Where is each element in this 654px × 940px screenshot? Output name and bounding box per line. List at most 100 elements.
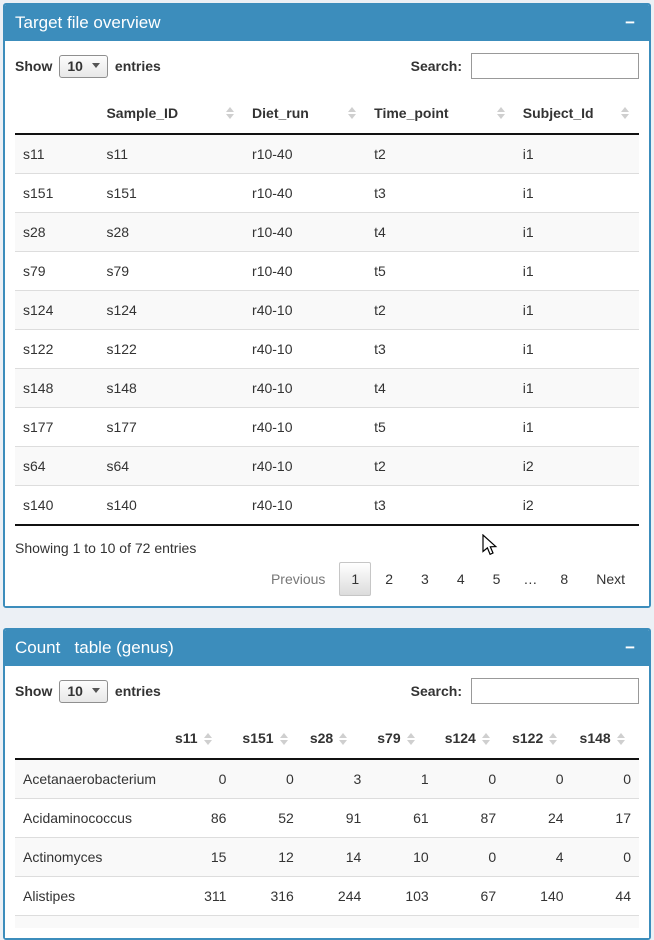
sort-icon bbox=[496, 107, 505, 119]
data-cell: 61 bbox=[369, 798, 437, 838]
row-name-cell: s79 bbox=[15, 251, 99, 291]
table-row: s148 s148 r40-10 t4 i1 bbox=[15, 368, 639, 408]
column-label: s122 bbox=[512, 730, 544, 746]
count-table: s11 s151 s28 s79 s124 s122 s148 Acetanaerobact… bbox=[15, 718, 639, 915]
data-cell: 15 bbox=[167, 837, 235, 877]
data-cell: r40-10 bbox=[244, 485, 367, 525]
row-name-cell: s64 bbox=[15, 446, 99, 486]
data-cell: r40-10 bbox=[244, 290, 367, 330]
panel-title: Target file overview bbox=[15, 13, 161, 32]
column-header-s124[interactable]: s124 bbox=[436, 718, 505, 760]
table-row: Actinomyces 15 12 14 10 0 4 0 bbox=[15, 837, 639, 877]
partial-next-row bbox=[15, 915, 639, 928]
row-name-cell: s28 bbox=[15, 212, 99, 252]
table-row: s151 s151 r10-40 t3 i1 bbox=[15, 173, 639, 213]
data-cell: s79 bbox=[98, 251, 245, 291]
column-label: Time_point bbox=[374, 105, 449, 121]
search-input[interactable] bbox=[471, 53, 639, 79]
search-input[interactable] bbox=[471, 678, 639, 704]
data-cell: r10-40 bbox=[244, 134, 367, 174]
row-name-cell: s122 bbox=[15, 329, 99, 369]
pagination-ellipsis: … bbox=[523, 571, 538, 587]
sort-icon bbox=[279, 733, 288, 746]
pagination: Previous 1 2 3 4 5 … 8 Next bbox=[15, 562, 639, 596]
data-cell: i1 bbox=[514, 329, 639, 369]
column-header-s28[interactable]: s28 bbox=[301, 718, 370, 760]
data-cell: t3 bbox=[366, 173, 515, 213]
pagination-next-button[interactable]: Next bbox=[596, 571, 625, 587]
column-header-Subject_Id[interactable]: Subject_Id bbox=[514, 93, 639, 135]
collapse-minus-icon[interactable]: − bbox=[621, 638, 639, 658]
pagination-page-2[interactable]: 2 bbox=[385, 571, 394, 587]
data-cell: t2 bbox=[366, 446, 515, 486]
row-name-cell: s148 bbox=[15, 368, 99, 408]
column-header-s151[interactable]: s151 bbox=[234, 718, 302, 760]
panel-title: Count table (genus) bbox=[15, 638, 174, 657]
column-header-Diet_run[interactable]: Diet_run bbox=[244, 93, 367, 135]
data-cell: t4 bbox=[366, 212, 515, 252]
pagination-page-1[interactable]: 1 bbox=[339, 562, 372, 596]
row-name-cell: s177 bbox=[15, 407, 99, 447]
data-cell: r40-10 bbox=[244, 407, 367, 447]
row-name-cell: Acidaminococcus bbox=[15, 798, 167, 838]
column-label: s148 bbox=[579, 730, 611, 746]
row-name-cell: s140 bbox=[15, 485, 99, 525]
panel-header: Target file overview − bbox=[5, 5, 649, 41]
table-row: Alistipes 311 316 244 103 67 140 44 bbox=[15, 876, 639, 915]
data-cell: r10-40 bbox=[244, 173, 367, 213]
table-row: Acidaminococcus 86 52 91 61 87 24 17 bbox=[15, 798, 639, 838]
data-cell: 12 bbox=[234, 837, 302, 877]
column-header-Time_point[interactable]: Time_point bbox=[366, 93, 515, 135]
data-cell: i1 bbox=[514, 251, 639, 291]
column-header-s79[interactable]: s79 bbox=[369, 718, 437, 760]
column-header-Sample_ID[interactable]: Sample_ID bbox=[98, 93, 245, 135]
data-cell: 3 bbox=[301, 759, 370, 799]
data-cell: i1 bbox=[514, 212, 639, 252]
data-cell: t2 bbox=[366, 290, 515, 330]
data-cell: r40-10 bbox=[244, 329, 367, 369]
data-cell: r10-40 bbox=[244, 251, 367, 291]
search-label: Search: bbox=[410, 683, 462, 699]
page-length-select[interactable]: 10 bbox=[59, 679, 108, 703]
data-cell: 52 bbox=[234, 798, 302, 838]
pagination-previous-button[interactable]: Previous bbox=[270, 571, 326, 587]
sort-icon bbox=[203, 733, 212, 746]
sort-icon bbox=[339, 733, 348, 746]
data-cell: 4 bbox=[504, 837, 572, 877]
sort-icon bbox=[226, 107, 235, 119]
pagination-page-4[interactable]: 4 bbox=[456, 571, 465, 587]
column-label: Diet_run bbox=[252, 105, 309, 121]
pagination-page-8[interactable]: 8 bbox=[560, 571, 569, 587]
show-label: Show bbox=[15, 683, 53, 699]
sort-icon bbox=[348, 107, 357, 119]
page-length-select[interactable]: 10 bbox=[59, 54, 108, 78]
data-cell: 311 bbox=[167, 876, 235, 915]
data-cell: 1 bbox=[369, 759, 437, 799]
column-header-s122[interactable]: s122 bbox=[504, 718, 572, 760]
pagination-page-5[interactable]: 5 bbox=[492, 571, 501, 587]
data-cell: r40-10 bbox=[244, 368, 367, 408]
target-file-table: Sample_ID Diet_run Time_point Subject_Id s1… bbox=[15, 93, 639, 526]
panel-count-table-genus: Count table (genus) − Show 10 entries Se… bbox=[3, 628, 651, 940]
table-row: Acetanaerobacterium 0 0 3 1 0 0 0 bbox=[15, 759, 639, 799]
search-control: Search: bbox=[411, 53, 639, 79]
table-controls: Show 10 entries Search: bbox=[15, 53, 639, 79]
table-row: s177 s177 r40-10 t5 i1 bbox=[15, 407, 639, 447]
data-cell: i1 bbox=[514, 134, 639, 174]
data-cell: 91 bbox=[301, 798, 370, 838]
column-header-s11[interactable]: s11 bbox=[167, 718, 235, 760]
pagination-page-3[interactable]: 3 bbox=[421, 571, 429, 587]
page-length-control: Show 10 entries bbox=[15, 679, 161, 703]
column-header-s148[interactable]: s148 bbox=[571, 718, 639, 760]
row-name-cell: s151 bbox=[15, 173, 99, 213]
column-label: s79 bbox=[377, 730, 401, 746]
table-row: s124 s124 r40-10 t2 i1 bbox=[15, 290, 639, 330]
row-name-cell: Actinomyces bbox=[15, 837, 167, 877]
data-cell: i1 bbox=[514, 290, 639, 330]
row-name-cell: s124 bbox=[15, 290, 99, 330]
data-cell: s11 bbox=[98, 134, 245, 174]
data-cell: s28 bbox=[98, 212, 245, 252]
collapse-minus-icon[interactable]: − bbox=[621, 13, 639, 33]
search-control: Search: bbox=[411, 678, 639, 704]
data-cell: 86 bbox=[167, 798, 235, 838]
